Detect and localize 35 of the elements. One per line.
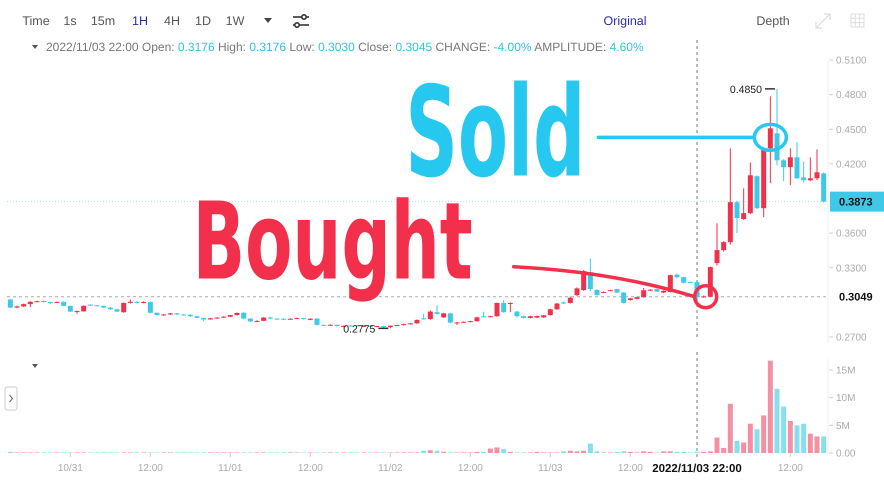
annotation: 0.2775 bbox=[343, 323, 376, 336]
text: Depth bbox=[756, 14, 790, 28]
y-tick-label: 0.4800 bbox=[836, 90, 868, 102]
y-tick-label: 0.3300 bbox=[836, 263, 868, 274]
y-tick-label: 10M bbox=[836, 393, 856, 404]
y-tick-label: 0.3600 bbox=[836, 228, 868, 240]
y-tick-label: 5M bbox=[836, 420, 850, 432]
x-tick-label: 12:00 bbox=[298, 463, 324, 474]
x-tick-label: 12:00 bbox=[778, 463, 804, 474]
text: 2022/11/03 22:00 Open: 0.3176 High: 0.3176 Low: 0.3030 Close: 0.3045 CHANGE: -4.00% AMPLITUDE: 4.60% bbox=[46, 40, 644, 54]
text: 1s bbox=[63, 14, 77, 28]
ref-line-label: 0.3873 bbox=[839, 196, 873, 209]
text: Original bbox=[603, 14, 647, 28]
text: 15m bbox=[90, 14, 116, 28]
x-tick-label: 11/03 bbox=[538, 463, 563, 474]
x-tick-label: 11/02 bbox=[378, 463, 403, 474]
ref-line-label: 2022/11/03 22:00 bbox=[652, 463, 742, 475]
x-tick-label: 12:00 bbox=[618, 463, 644, 474]
annotation: 0.4850 bbox=[730, 84, 762, 96]
y-tick-label: 0.00 bbox=[836, 448, 856, 460]
text: 1W bbox=[226, 14, 245, 28]
y-tick-label: 0.2700 bbox=[836, 332, 868, 344]
x-tick-label: 10/31 bbox=[58, 463, 84, 474]
text: Time bbox=[22, 14, 50, 28]
y-tick-label: 0.4200 bbox=[836, 159, 868, 170]
y-tick-label: 0.4500 bbox=[836, 124, 868, 136]
y-tick-label: 15M bbox=[836, 366, 856, 377]
text: 4H bbox=[164, 14, 180, 28]
ref-line-label: 0.3049 bbox=[839, 292, 873, 304]
x-tick-label: 12:00 bbox=[458, 463, 484, 474]
x-tick-label: 11/01 bbox=[218, 463, 243, 474]
text: 1H bbox=[132, 14, 148, 28]
x-tick-label: 12:00 bbox=[138, 463, 164, 474]
y-tick-label: 0.5100 bbox=[836, 56, 868, 66]
text: 1D bbox=[195, 14, 211, 28]
